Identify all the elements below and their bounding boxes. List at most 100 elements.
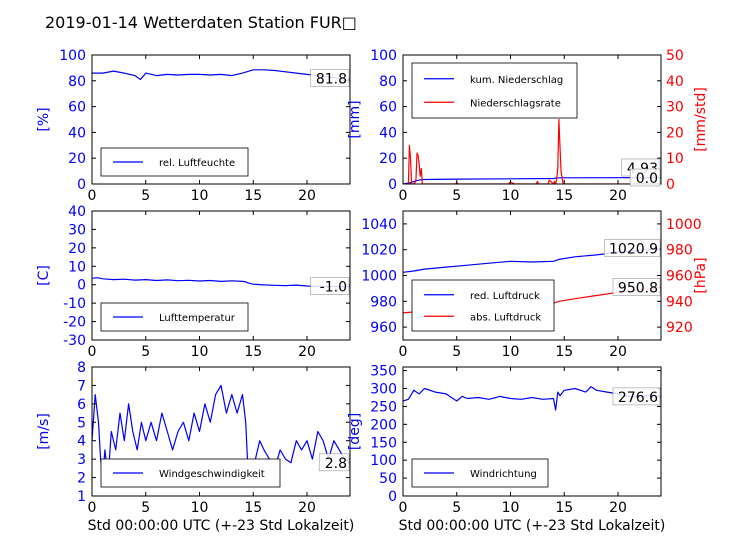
legend: rel. Luftfeuchte xyxy=(100,147,249,177)
y-tick-label: 150 xyxy=(370,435,397,451)
y-tick-label: -10 xyxy=(63,296,86,312)
legend-box xyxy=(411,279,555,332)
x-tick-label: 10 xyxy=(191,344,209,360)
y-right-axis-label: [hPa] xyxy=(693,257,709,293)
y-tick-label: 3 xyxy=(77,452,86,468)
y-tick-label: 200 xyxy=(370,417,397,433)
value-annotation: 2.8 xyxy=(325,456,347,472)
panel-pressure: 0 5 10 15 20 960 980 1000 1020 1040 920 940 960 980 10… xyxy=(361,210,709,360)
y-tick-label: 80 xyxy=(379,74,397,90)
value-annotation-box xyxy=(612,278,661,296)
legend: Windrichtung xyxy=(411,458,549,488)
y-tick-label: 10 xyxy=(68,259,86,275)
y-right-tick-label: 40 xyxy=(666,74,684,90)
axes-frame xyxy=(91,54,351,185)
value-annotation: 1020.9 xyxy=(609,242,658,258)
y-tick-label: 300 xyxy=(370,382,397,398)
x-tick-label: 5 xyxy=(141,500,150,516)
y-right-tick-label: 10 xyxy=(666,151,684,167)
value-annotation-box xyxy=(318,453,350,472)
y-tick-label: 5 xyxy=(77,415,86,431)
value-annotation: 0.0 xyxy=(636,171,658,187)
legend-label: Niederschlagsrate xyxy=(470,98,561,109)
y-tick-label: 0 xyxy=(77,278,86,294)
y-right-tick-label: 920 xyxy=(666,320,693,336)
x-tick-label: 10 xyxy=(191,500,209,516)
x-tick-label: 20 xyxy=(609,344,627,360)
y-tick-label: 20 xyxy=(379,151,397,167)
x-tick-label: 15 xyxy=(244,344,262,360)
x-tick-label: 0 xyxy=(399,188,408,204)
series-line-precipitation-1 xyxy=(403,118,661,184)
legend: red. Luftdruck abs. Luftdruck xyxy=(411,279,555,332)
x-tick-label: 20 xyxy=(298,344,316,360)
value-annotation: -1.0 xyxy=(320,280,347,296)
y-right-tick-label: 940 xyxy=(666,294,693,310)
legend-label: kum. Niederschlag xyxy=(470,75,563,86)
y-tick-label: 50 xyxy=(379,471,397,487)
axes-frame xyxy=(91,366,351,497)
x-tick-label: 10 xyxy=(502,188,520,204)
axes-frame xyxy=(402,54,662,185)
y-tick-label: 980 xyxy=(370,294,397,310)
legend-label: Windrichtung xyxy=(470,469,537,480)
legend-box xyxy=(100,458,281,488)
y-tick-label: 0 xyxy=(388,489,397,505)
legend-label: abs. Luftdruck xyxy=(470,312,541,323)
x-tick-label: 0 xyxy=(88,188,97,204)
value-annotation-box xyxy=(629,168,661,187)
y-tick-label: 60 xyxy=(68,100,86,116)
y-tick-label: 0 xyxy=(77,177,86,193)
axes-frame xyxy=(91,210,351,341)
y-axis-label: [deg] xyxy=(347,413,363,450)
panel-wind_speed: 0 5 10 15 20 1 2 3 4 5 6 7 8 [m/s] Std 00:00:00 UTC (+… xyxy=(36,360,354,534)
y-tick-label: 40 xyxy=(68,204,86,220)
axes-frame xyxy=(402,366,662,497)
x-tick-label: 20 xyxy=(298,188,316,204)
x-tick-label: 0 xyxy=(399,344,408,360)
y-tick-label: 4 xyxy=(77,434,86,450)
legend-box xyxy=(100,147,249,177)
x-tick-label: 20 xyxy=(609,500,627,516)
legend-label: Lufttemperatur xyxy=(159,313,236,324)
y-tick-label: 0 xyxy=(388,177,397,193)
y-tick-label: 250 xyxy=(370,399,397,415)
y-tick-label: 8 xyxy=(77,360,86,376)
legend-label: rel. Luftfeuchte xyxy=(159,158,235,169)
panel-precipitation: 0 5 10 15 20 0 20 40 60 80 100 0 10 20 30 40 50 [mm] [mm/s… xyxy=(347,48,709,204)
x-tick-label: 20 xyxy=(298,500,316,516)
x-tick-label: 15 xyxy=(555,188,573,204)
value-annotation: 276.6 xyxy=(618,390,658,406)
y-tick-label: 40 xyxy=(68,125,86,141)
series-line-wind_speed-0 xyxy=(92,384,350,482)
series-line-precipitation-0 xyxy=(403,177,661,184)
series-line-temperature-0 xyxy=(92,277,350,288)
y-right-tick-label: 980 xyxy=(666,243,693,259)
y-axis-label: [mm] xyxy=(347,100,363,138)
y-tick-label: 1000 xyxy=(361,269,397,285)
panel-humidity: 0 5 10 15 20 0 20 40 60 80 100 [%] 81.8 rel. Luftfeuc… xyxy=(36,48,351,204)
x-tick-label: 0 xyxy=(88,344,97,360)
x-tick-label: 15 xyxy=(244,500,262,516)
x-tick-label: 15 xyxy=(244,188,262,204)
x-tick-label: 5 xyxy=(141,188,150,204)
y-tick-label: 7 xyxy=(77,378,86,394)
value-annotation-box xyxy=(310,69,350,87)
legend-box xyxy=(411,458,549,488)
legend: Lufttemperatur xyxy=(100,302,249,332)
x-tick-label: 5 xyxy=(141,344,150,360)
x-tick-label: 15 xyxy=(555,344,573,360)
value-annotation-box xyxy=(612,387,661,406)
y-right-tick-label: 0 xyxy=(666,177,675,193)
x-axis-label: Std 00:00:00 UTC (+-23 Std Lokalzeit) xyxy=(399,518,666,534)
y-tick-label: 100 xyxy=(370,48,397,64)
x-tick-label: 5 xyxy=(452,188,461,204)
y-axis-label: [m/s] xyxy=(36,413,52,450)
x-tick-label: 10 xyxy=(502,500,520,516)
y-tick-label: 40 xyxy=(379,125,397,141)
legend-box xyxy=(411,62,578,119)
y-tick-label: 100 xyxy=(59,48,86,64)
legend-label: red. Luftdruck xyxy=(470,291,540,302)
